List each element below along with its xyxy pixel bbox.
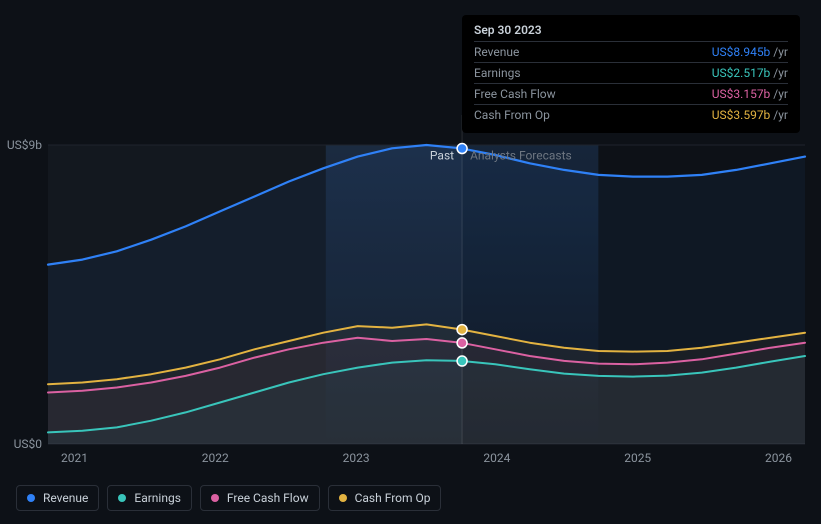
tooltip-row-unit: /yr [773, 108, 788, 122]
legend: Revenue Earnings Free Cash Flow Cash From O… [16, 485, 441, 511]
svg-text:2021: 2021 [61, 451, 88, 465]
legend-label: Free Cash Flow [227, 491, 309, 505]
tooltip-row: Cash From Op US$3.597b/yr [474, 104, 788, 125]
legend-label: Revenue [43, 491, 88, 505]
tooltip-row-unit: /yr [773, 45, 788, 59]
legend-dot-icon [118, 494, 126, 502]
svg-text:2022: 2022 [202, 451, 229, 465]
legend-item-fcf[interactable]: Free Cash Flow [200, 485, 320, 511]
tooltip-row-label: Earnings [474, 66, 521, 80]
tooltip-row: Revenue US$8.945b/yr [474, 41, 788, 62]
tooltip-row-label: Cash From Op [474, 108, 550, 122]
legend-item-cash_op[interactable]: Cash From Op [328, 485, 442, 511]
tooltip-row-value: US$2.517b [712, 66, 771, 80]
legend-label: Cash From Op [355, 491, 431, 505]
tooltip-row-label: Revenue [474, 45, 519, 59]
svg-text:2023: 2023 [343, 451, 370, 465]
tooltip-row-unit: /yr [773, 66, 788, 80]
legend-label: Earnings [134, 491, 181, 505]
legend-dot-icon [211, 494, 219, 502]
svg-text:Analysts Forecasts: Analysts Forecasts [470, 149, 572, 163]
tooltip-row: Free Cash Flow US$3.157b/yr [474, 83, 788, 104]
tooltip-date: Sep 30 2023 [474, 23, 788, 37]
legend-dot-icon [27, 494, 35, 502]
tooltip-row: Earnings US$2.517b/yr [474, 62, 788, 83]
tooltip-row-value: US$3.157b [712, 87, 771, 101]
svg-text:2025: 2025 [624, 451, 651, 465]
tooltip-row-value: US$8.945b [712, 45, 771, 59]
tooltip-row-label: Free Cash Flow [474, 87, 556, 101]
tooltip-row-unit: /yr [773, 87, 788, 101]
svg-text:Past: Past [430, 149, 454, 163]
data-tooltip: Sep 30 2023 Revenue US$8.945b/yr Earnings U… [462, 15, 800, 133]
legend-item-revenue[interactable]: Revenue [16, 485, 99, 511]
svg-text:2024: 2024 [483, 451, 510, 465]
legend-dot-icon [339, 494, 347, 502]
financial-chart: US$0 US$9b 2021 2022 2023 2024 2025 2026 Past Ana… [0, 0, 821, 524]
svg-text:US$9b: US$9b [7, 138, 42, 152]
tooltip-row-value: US$3.597b [712, 108, 771, 122]
svg-text:US$0: US$0 [14, 437, 43, 451]
svg-text:2026: 2026 [765, 451, 792, 465]
legend-item-earnings[interactable]: Earnings [107, 485, 192, 511]
